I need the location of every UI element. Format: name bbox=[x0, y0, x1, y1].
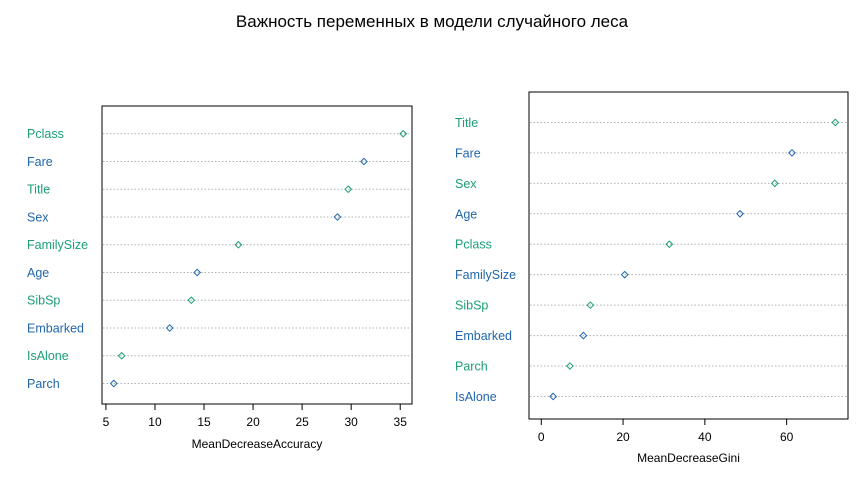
x-tick-label: 0 bbox=[538, 430, 545, 444]
category-label: SibSp bbox=[27, 294, 60, 308]
x-tick-label: 5 bbox=[103, 415, 110, 429]
x-axis-label: MeanDecreaseAccuracy bbox=[192, 437, 323, 451]
plot-frame bbox=[528, 91, 849, 420]
data-point bbox=[770, 179, 779, 188]
data-point bbox=[360, 157, 368, 166]
data-point bbox=[234, 240, 243, 249]
x-tick-label: 15 bbox=[197, 415, 211, 429]
category-label: Age bbox=[27, 266, 49, 280]
plot-frame bbox=[101, 105, 413, 405]
data-point bbox=[165, 324, 174, 332]
gini-dotchart: Title Fare Sex Age Pclass FamilySize SibSp Emba… bbox=[455, 91, 849, 465]
chart-title: Важность переменных в модели случайного … bbox=[236, 12, 629, 31]
category-label: Parch bbox=[27, 377, 60, 391]
data-point bbox=[117, 351, 126, 360]
x-tick-label: 20 bbox=[616, 430, 630, 444]
category-label: FamilySize bbox=[27, 238, 88, 252]
category-label: Sex bbox=[27, 210, 49, 224]
x-tick-label: 60 bbox=[780, 430, 794, 444]
data-point bbox=[831, 118, 840, 127]
x-axis-label: MeanDecreaseGini bbox=[637, 451, 740, 465]
data-point bbox=[193, 268, 202, 277]
category-label: Embarked bbox=[455, 329, 512, 343]
x-tick-label: 20 bbox=[246, 415, 260, 429]
x-tick-label: 25 bbox=[295, 415, 309, 429]
x-tick-label: 30 bbox=[344, 415, 358, 429]
category-label: IsAlone bbox=[455, 390, 497, 404]
data-point bbox=[333, 213, 342, 221]
data-point bbox=[665, 240, 674, 249]
data-point bbox=[736, 209, 744, 218]
category-label: SibSp bbox=[455, 299, 488, 313]
data-point bbox=[565, 362, 574, 370]
category-label: Embarked bbox=[27, 321, 84, 335]
data-point bbox=[620, 270, 629, 279]
category-label: Title bbox=[27, 183, 50, 197]
accuracy-dotchart: Pclass Fare Title Sex FamilySize Age SibSp Emba… bbox=[27, 105, 413, 451]
category-label: Age bbox=[455, 207, 477, 221]
data-point bbox=[788, 148, 796, 157]
category-label: FamilySize bbox=[455, 268, 516, 282]
data-point bbox=[579, 331, 588, 340]
x-tick-label: 10 bbox=[148, 415, 162, 429]
category-label: Sex bbox=[455, 177, 477, 191]
category-label: Fare bbox=[455, 146, 481, 160]
data-point bbox=[549, 392, 558, 401]
data-point bbox=[399, 129, 408, 138]
x-tick-label: 40 bbox=[698, 430, 712, 444]
data-point bbox=[586, 301, 595, 310]
category-label: IsAlone bbox=[27, 349, 69, 363]
category-label: Pclass bbox=[27, 127, 64, 141]
data-point bbox=[187, 296, 196, 305]
category-label: Title bbox=[455, 116, 478, 130]
data-point bbox=[109, 379, 118, 388]
category-label: Fare bbox=[27, 155, 53, 169]
data-point bbox=[344, 185, 353, 194]
category-label: Parch bbox=[455, 360, 488, 374]
x-tick-label: 35 bbox=[394, 415, 408, 429]
category-label: Pclass bbox=[455, 238, 492, 252]
